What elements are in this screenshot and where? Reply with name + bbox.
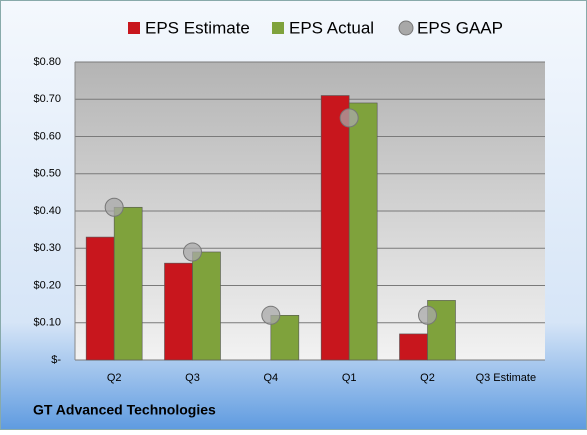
x-tick-label: Q2 [107,372,122,384]
x-tick-label: Q1 [342,372,357,384]
y-tick-label: $0.30 [33,242,61,254]
bar [320,95,350,361]
y-tick-label: $0.60 [33,130,61,142]
y-tick-label: $0.40 [33,205,61,217]
y-tick-label: $0.20 [33,279,61,291]
legend-marker [398,20,414,36]
y-tick-label: $0.10 [33,317,61,329]
bar [192,251,221,361]
y-tick-label: $0.50 [33,168,61,180]
marker [339,108,359,128]
legend-label: EPS Estimate [145,18,250,37]
legend-label: EPS Actual [289,18,374,37]
x-tick-label: Q3 [185,372,200,384]
bar [399,333,428,361]
marker [183,242,202,262]
legend-label: EPS GAAP [417,18,503,37]
bar [113,206,143,361]
bar [164,262,193,361]
x-tick-label: Q3 Estimate [476,372,537,384]
legend-marker [128,22,140,34]
x-tick-label: Q2 [420,372,435,384]
marker [261,305,281,325]
bar [85,236,115,361]
footer: GT Advanced Technologies [33,402,216,418]
bar [348,102,378,361]
legend-marker [272,22,284,34]
x-tick-label: Q4 [263,372,278,384]
y-tick-label: $0.80 [33,56,61,68]
legend: EPS Estimate EPS Actual EPS GAAP [128,18,503,37]
marker [104,197,124,217]
y-tick-label: $0.70 [33,93,61,105]
y-tick-label: $- [51,354,61,366]
marker [418,305,437,325]
